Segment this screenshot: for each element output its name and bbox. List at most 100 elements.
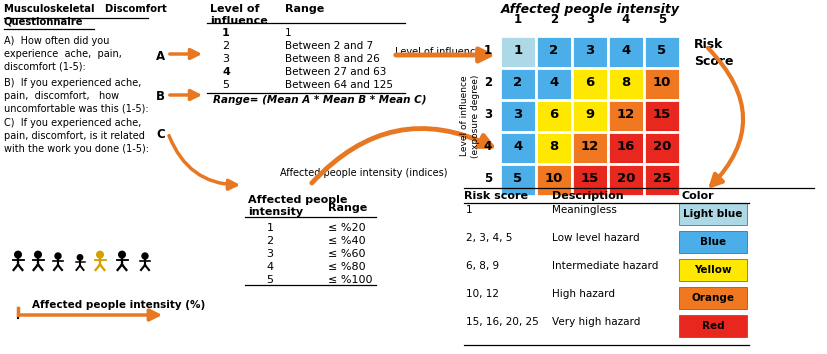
- Text: Blue: Blue: [700, 237, 726, 247]
- Text: Level of influence: Level of influence: [395, 47, 481, 57]
- Text: 4: 4: [222, 67, 230, 77]
- Bar: [644, 132, 680, 164]
- Text: B)  If you experienced ache,
pain,  discomfort,   how
uncomfortable was this (1-: B) If you experienced ache, pain, discom…: [4, 78, 149, 114]
- Text: B: B: [156, 90, 165, 103]
- Text: Risk score: Risk score: [464, 191, 528, 201]
- Text: ≤ %80: ≤ %80: [328, 262, 366, 272]
- Text: 5: 5: [657, 44, 667, 57]
- Text: ≤ %100: ≤ %100: [328, 275, 372, 285]
- Bar: [572, 100, 608, 132]
- Text: 15: 15: [581, 171, 599, 184]
- Text: 4: 4: [622, 13, 630, 26]
- Text: 2: 2: [550, 13, 558, 26]
- Text: ≤ %40: ≤ %40: [328, 236, 366, 246]
- Text: Affected people intensity: Affected people intensity: [500, 3, 680, 16]
- Text: A)  How often did you
experience  ache,  pain,
discomfort (1-5):: A) How often did you experience ache, pa…: [4, 36, 122, 72]
- Text: 2: 2: [514, 75, 523, 88]
- Text: 8: 8: [549, 139, 558, 153]
- Text: 9: 9: [586, 108, 595, 120]
- Text: 4: 4: [484, 139, 492, 153]
- Bar: [500, 132, 536, 164]
- Bar: [500, 68, 536, 100]
- Text: Risk
Score: Risk Score: [694, 38, 734, 68]
- Text: Description: Description: [552, 191, 624, 201]
- Text: 4: 4: [266, 262, 274, 272]
- Text: High hazard: High hazard: [552, 289, 615, 299]
- Text: 8: 8: [621, 75, 631, 88]
- Bar: [608, 132, 644, 164]
- Text: 3: 3: [222, 54, 230, 64]
- Text: 25: 25: [653, 171, 672, 184]
- Bar: [536, 68, 572, 100]
- Text: Very high hazard: Very high hazard: [552, 317, 640, 327]
- Text: 6, 8, 9: 6, 8, 9: [466, 261, 500, 271]
- Bar: [500, 100, 536, 132]
- Text: 2: 2: [222, 41, 230, 51]
- Bar: [608, 68, 644, 100]
- Text: 3: 3: [266, 249, 274, 259]
- Text: 3: 3: [586, 13, 594, 26]
- Bar: [679, 231, 747, 253]
- Text: Yellow: Yellow: [694, 265, 732, 275]
- Text: A: A: [156, 50, 165, 63]
- Text: 3: 3: [586, 44, 595, 57]
- Text: Between 27 and 63: Between 27 and 63: [285, 67, 386, 77]
- Circle shape: [55, 253, 61, 259]
- Text: C: C: [156, 128, 165, 141]
- Bar: [644, 164, 680, 196]
- Text: 20: 20: [617, 171, 635, 184]
- Bar: [572, 36, 608, 68]
- Text: Musculoskeletal   Discomfort
Questionnaire: Musculoskeletal Discomfort Questionnaire: [4, 4, 167, 27]
- Text: 2, 3, 4, 5: 2, 3, 4, 5: [466, 233, 513, 243]
- Text: 5: 5: [657, 13, 666, 26]
- Circle shape: [97, 251, 103, 258]
- Text: Between 2 and 7: Between 2 and 7: [285, 41, 373, 51]
- Bar: [679, 315, 747, 337]
- Text: 10: 10: [545, 171, 563, 184]
- Circle shape: [142, 253, 148, 259]
- Text: 12: 12: [617, 108, 635, 120]
- Text: Affected people intensity (%): Affected people intensity (%): [32, 300, 205, 310]
- Circle shape: [35, 251, 41, 258]
- Text: 1: 1: [514, 44, 523, 57]
- Text: Between 8 and 26: Between 8 and 26: [285, 54, 380, 64]
- Text: 1: 1: [285, 28, 292, 38]
- Bar: [679, 287, 747, 309]
- Text: Affected people
intensity: Affected people intensity: [248, 195, 347, 217]
- Text: 6: 6: [586, 75, 595, 88]
- Text: 1: 1: [514, 13, 522, 26]
- Bar: [644, 36, 680, 68]
- Text: 1: 1: [466, 205, 472, 215]
- Text: Red: Red: [701, 321, 724, 331]
- Bar: [608, 100, 644, 132]
- Text: Range= (Mean A * Mean B * Mean C): Range= (Mean A * Mean B * Mean C): [213, 95, 427, 105]
- Text: 3: 3: [514, 108, 523, 120]
- Text: 10, 12: 10, 12: [466, 289, 499, 299]
- Circle shape: [119, 251, 126, 258]
- Bar: [572, 68, 608, 100]
- Text: 1: 1: [222, 28, 230, 38]
- Text: 5: 5: [222, 80, 230, 90]
- Text: 4: 4: [514, 139, 523, 153]
- Text: Intermediate hazard: Intermediate hazard: [552, 261, 658, 271]
- Text: Level of
influence: Level of influence: [210, 4, 268, 25]
- Bar: [500, 164, 536, 196]
- Bar: [536, 36, 572, 68]
- Text: Range: Range: [285, 4, 324, 14]
- Bar: [679, 259, 747, 281]
- Text: 2: 2: [266, 236, 274, 246]
- Bar: [536, 132, 572, 164]
- Text: Range: Range: [328, 203, 367, 213]
- Text: 1: 1: [484, 44, 492, 57]
- Text: 20: 20: [653, 139, 672, 153]
- Bar: [572, 132, 608, 164]
- Text: Affected people intensity (indices): Affected people intensity (indices): [280, 168, 447, 178]
- Text: 15, 16, 20, 25: 15, 16, 20, 25: [466, 317, 538, 327]
- Text: Meaningless: Meaningless: [552, 205, 617, 215]
- Text: Color: Color: [682, 191, 715, 201]
- Text: C)  If you experienced ache,
pain, discomfort, is it related
with the work you d: C) If you experienced ache, pain, discom…: [4, 118, 149, 154]
- Text: 2: 2: [484, 75, 492, 88]
- Circle shape: [15, 251, 22, 258]
- Text: 3: 3: [484, 108, 492, 120]
- Circle shape: [77, 255, 83, 260]
